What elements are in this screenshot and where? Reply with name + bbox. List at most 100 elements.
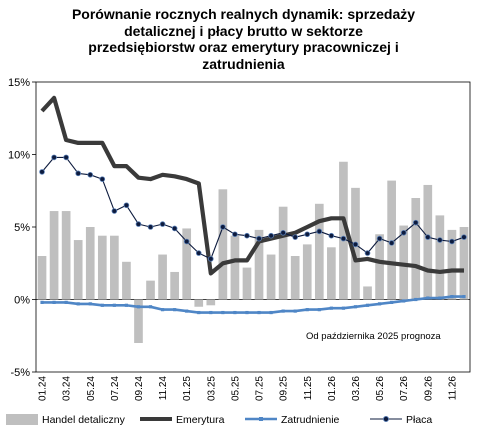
point-placa xyxy=(135,221,142,227)
bar-handel xyxy=(122,261,131,300)
point-placa xyxy=(376,235,383,242)
point-zatrudnienie xyxy=(414,297,418,302)
point-zatrudnienie xyxy=(257,310,261,315)
point-zatrudnienie xyxy=(462,295,466,299)
x-tick-label: 07.26 xyxy=(399,376,410,401)
x-tick-label: 01.24 xyxy=(38,376,49,401)
point-placa xyxy=(123,202,130,209)
x-tick-label: 07.24 xyxy=(110,376,121,401)
point-placa xyxy=(171,225,178,232)
legend: Handel detaliczny Emerytura Zatrudnienie Pł… xyxy=(6,414,432,426)
legend-label-handel: Handel detaliczny xyxy=(42,414,126,426)
point-zatrudnienie xyxy=(329,306,333,310)
point-placa xyxy=(292,234,298,240)
point-placa xyxy=(316,228,323,235)
point-placa xyxy=(99,176,106,182)
legend-label-emerytura: Emerytura xyxy=(176,414,225,426)
x-tick-label: 03.24 xyxy=(62,376,73,401)
point-zatrudnienie xyxy=(40,300,44,304)
x-tick-label: 03.26 xyxy=(351,376,362,401)
point-placa xyxy=(437,237,443,243)
bar-handel xyxy=(49,211,59,300)
bar-handel xyxy=(206,299,216,306)
bar-handel xyxy=(242,267,252,300)
forecast-annotation: Od października 2025 prognoza xyxy=(306,331,441,342)
legend-marker-zatrudnienie xyxy=(259,417,263,421)
point-zatrudnienie xyxy=(438,296,442,300)
point-placa xyxy=(304,231,311,238)
line-zatrudnienie xyxy=(42,295,464,314)
bar-handel xyxy=(194,299,204,307)
chart-title-line-3: przedsiębiorstw oraz emerytury pracownic… xyxy=(88,39,399,55)
point-placa xyxy=(111,208,118,214)
point-zatrudnienie xyxy=(281,309,285,313)
y-tick-label: 10% xyxy=(8,150,30,162)
bar-handel xyxy=(339,161,348,300)
x-tick-label: 11.25 xyxy=(303,376,314,401)
point-placa xyxy=(340,235,347,242)
point-zatrudnienie xyxy=(64,300,68,304)
bar-handel xyxy=(423,184,433,300)
point-zatrudnienie xyxy=(450,295,454,299)
point-zatrudnienie xyxy=(317,308,321,312)
point-zatrudnienie xyxy=(221,310,225,315)
point-zatrudnienie xyxy=(390,300,394,304)
chart-title: Porównanie rocznych realnych dynamik: sp… xyxy=(0,6,487,72)
bar-handel xyxy=(399,225,409,300)
point-zatrudnienie xyxy=(88,302,92,306)
point-placa xyxy=(400,230,407,236)
point-zatrudnienie xyxy=(341,306,346,310)
bar-handel xyxy=(230,235,240,300)
bar-handel xyxy=(97,235,107,300)
point-zatrudnienie xyxy=(377,302,382,306)
point-placa xyxy=(280,230,286,236)
point-zatrudnienie xyxy=(52,300,56,304)
y-tick-label: 5% xyxy=(14,222,30,234)
point-placa xyxy=(388,240,395,246)
y-axis: -5% 0% 5% 10% 15% xyxy=(8,77,36,379)
point-zatrudnienie xyxy=(245,310,249,315)
bar-handel xyxy=(218,189,228,300)
y-tick-label: 15% xyxy=(8,77,30,89)
bar-handel xyxy=(146,280,155,300)
bar-handel xyxy=(375,234,384,300)
point-placa xyxy=(449,238,455,245)
point-placa xyxy=(51,154,57,161)
x-tick-label: 05.26 xyxy=(375,376,386,401)
point-placa xyxy=(159,221,166,227)
x-tick-label: 05.25 xyxy=(230,376,241,401)
bar-handel xyxy=(110,235,119,300)
bar-handel xyxy=(73,240,83,300)
x-tick-label: 09.24 xyxy=(134,376,145,401)
bar-series-handel xyxy=(37,161,469,343)
bar-handel xyxy=(302,244,312,300)
legend-label-zatrudnienie: Zatrudnienie xyxy=(281,414,340,426)
point-placa xyxy=(39,169,45,175)
x-tick-label: 01.26 xyxy=(327,376,338,401)
bar-handel xyxy=(327,247,336,300)
bar-handel xyxy=(387,180,396,300)
line-emerytura xyxy=(40,95,464,276)
point-zatrudnienie xyxy=(185,309,189,313)
x-tick-label: 09.26 xyxy=(423,376,434,401)
bar-handel xyxy=(61,211,71,300)
chart-title-line-4: zatrudnienia xyxy=(202,55,285,72)
x-tick-label: 11.24 xyxy=(158,376,169,401)
bar-handel xyxy=(314,203,324,300)
bar-handel xyxy=(170,271,179,300)
chart-title-line-1: Porównanie rocznych realnych dynamik: sp… xyxy=(71,6,416,22)
point-placa xyxy=(75,170,81,177)
point-zatrudnienie xyxy=(426,296,430,300)
point-placa xyxy=(87,172,94,178)
point-zatrudnienie xyxy=(365,303,370,307)
point-placa xyxy=(256,235,262,242)
point-placa xyxy=(195,250,202,256)
point-placa xyxy=(220,224,226,230)
point-zatrudnienie xyxy=(124,303,129,307)
bar-handel xyxy=(37,256,47,300)
point-placa xyxy=(268,232,274,239)
x-axis: 01.24 03.24 05.24 07.24 09.24 11.24 01.25 03.25… xyxy=(38,376,459,401)
x-tick-label: 03.25 xyxy=(206,376,217,401)
y-tick-label: 0% xyxy=(14,295,30,307)
